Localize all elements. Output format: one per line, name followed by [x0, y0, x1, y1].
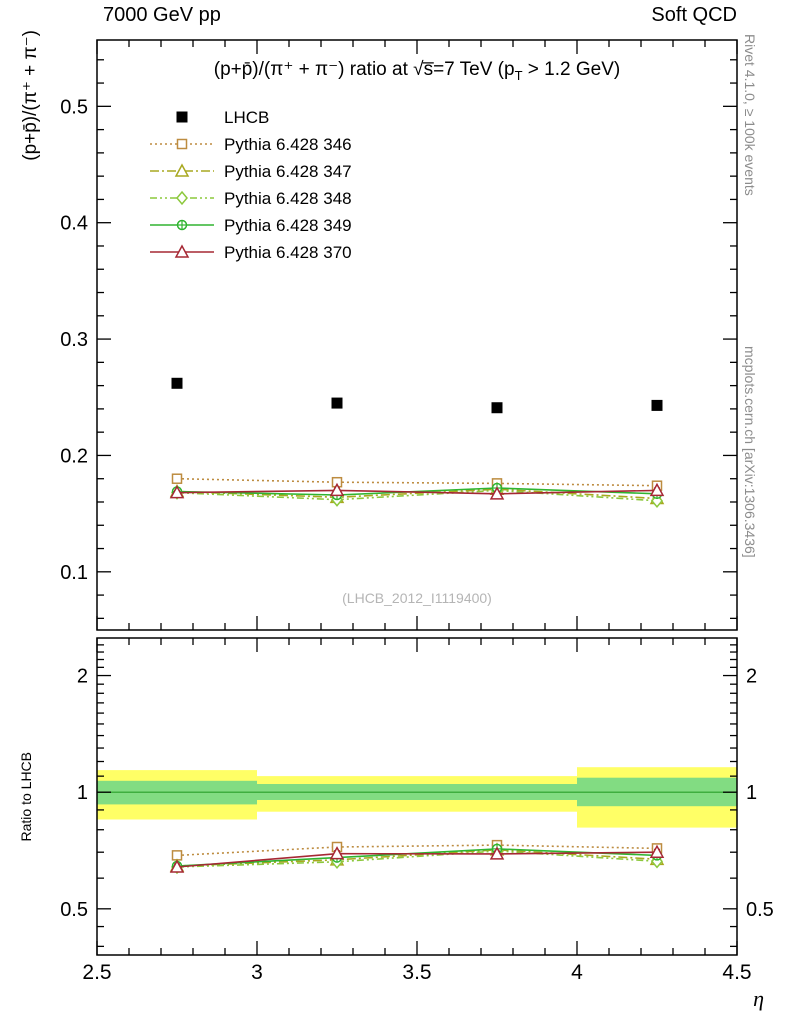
marker-shape — [489, 846, 505, 860]
square-open-marker — [171, 473, 183, 484]
legend-label: Pythia 6.428 348 — [224, 189, 352, 208]
marker-shape — [176, 138, 188, 150]
process-group-label: Soft QCD — [651, 4, 737, 26]
marker-shape — [171, 377, 183, 389]
triangle-open-marker — [174, 244, 190, 258]
marker-shape — [649, 844, 665, 858]
series-line-pythia-6-428-346 — [176, 844, 658, 857]
diamond-open-marker — [651, 493, 663, 508]
legend-item: LHCB — [176, 108, 269, 127]
beam-energy-label: 7000 GeV pp — [103, 4, 221, 26]
triangle-open-marker — [329, 846, 345, 860]
series-line-pythia-6-428-347 — [176, 488, 658, 500]
marker-shape — [169, 485, 185, 499]
x-tick-label: 4.5 — [722, 961, 751, 984]
marker-shape — [171, 473, 183, 484]
series-line-pythia-6-428-346 — [176, 477, 658, 487]
marker-shape — [174, 163, 190, 177]
tick-label: 2 — [746, 666, 757, 688]
main-panel-frame — [96, 39, 738, 631]
tick-label: 0.4 — [60, 213, 88, 235]
triangle-open-marker — [649, 482, 665, 497]
series-line-pythia-6-428-348 — [176, 850, 658, 868]
square-filled-marker — [491, 402, 503, 414]
x-axis-label: η — [753, 986, 764, 1011]
series-line-pythia-6-428-347 — [176, 848, 658, 867]
legend-item: Pythia 6.428 346 — [150, 135, 352, 154]
x-tick-label: 4 — [571, 961, 583, 984]
marker-shape — [651, 399, 663, 411]
marker-shape — [169, 859, 185, 873]
marker-shape — [651, 493, 663, 508]
square-filled-marker — [651, 399, 663, 411]
marker-shape — [176, 111, 188, 123]
square-filled-marker — [171, 377, 183, 389]
marker-shape — [329, 482, 345, 497]
ratio-panel-frame — [96, 637, 738, 956]
legend-item: Pythia 6.428 370 — [150, 243, 352, 262]
triangle-open-marker — [489, 846, 505, 860]
series-line-pythia-6-428-348 — [176, 489, 658, 502]
rivet-version-label: Rivet 4.1.0, ≥ 100k events — [742, 34, 758, 196]
triangle-open-marker — [169, 485, 185, 499]
triangle-open-marker — [329, 482, 345, 497]
diamond-open-marker — [176, 190, 188, 206]
marker-shape — [176, 190, 188, 206]
x-tick-label: 2.5 — [82, 961, 111, 984]
marker-shape — [649, 482, 665, 497]
plot-title-subscript: T — [514, 67, 523, 83]
square-filled-marker — [331, 397, 343, 409]
legend-item: Pythia 6.428 348 — [150, 189, 352, 208]
circle-plus-marker — [176, 219, 188, 231]
marker-shape — [329, 846, 345, 860]
tick-label: 0.2 — [60, 445, 88, 467]
legend-label: Pythia 6.428 347 — [224, 162, 352, 181]
tick-label: 0.1 — [60, 562, 88, 584]
legend-item: Pythia 6.428 349 — [150, 216, 352, 235]
square-filled-marker — [176, 111, 188, 123]
legend-label: Pythia 6.428 370 — [224, 243, 352, 262]
marker-shape — [174, 244, 190, 258]
analysis-id-watermark: (LHCB_2012_I1119400) — [342, 590, 492, 606]
x-tick-label: 3.5 — [402, 961, 431, 984]
legend-item: Pythia 6.428 347 — [150, 162, 352, 181]
tick-label: 0.3 — [60, 329, 88, 351]
marker-shape — [331, 397, 343, 409]
tick-label: 1 — [77, 782, 88, 804]
tick-label: 1 — [746, 782, 757, 804]
legend-label: Pythia 6.428 349 — [224, 216, 352, 235]
triangle-open-marker — [174, 163, 190, 177]
triangle-open-marker — [489, 486, 505, 500]
tick-label: 2 — [77, 666, 88, 688]
marker-shape — [491, 402, 503, 414]
series-line-pythia-6-428-370 — [176, 489, 658, 495]
triangle-open-marker — [649, 844, 665, 858]
tick-label: 0.5 — [60, 899, 88, 921]
series-line-pythia-6-428-370 — [176, 851, 658, 868]
mcplots-attribution-label: mcplots.cern.ch [arXiv:1306.3436] — [742, 346, 758, 558]
tick-label: 0.5 — [60, 96, 88, 118]
tick-label: 0.5 — [746, 899, 774, 921]
triangle-open-marker — [169, 859, 185, 873]
legend-label: Pythia 6.428 346 — [224, 135, 352, 154]
x-tick-label: 3 — [251, 961, 263, 984]
plot-title: (p+p̄)/(π⁺ + π⁻) ratio at √s̅=7 TeV (pT … — [97, 58, 737, 83]
legend-label: LHCB — [224, 108, 269, 127]
marker-shape — [489, 486, 505, 500]
plot-title-text-end: > 1.2 GeV) — [522, 59, 621, 80]
plot-title-text: (p+p̄)/(π⁺ + π⁻) ratio at √s̅=7 TeV (p — [213, 59, 515, 80]
square-open-marker — [176, 138, 188, 150]
